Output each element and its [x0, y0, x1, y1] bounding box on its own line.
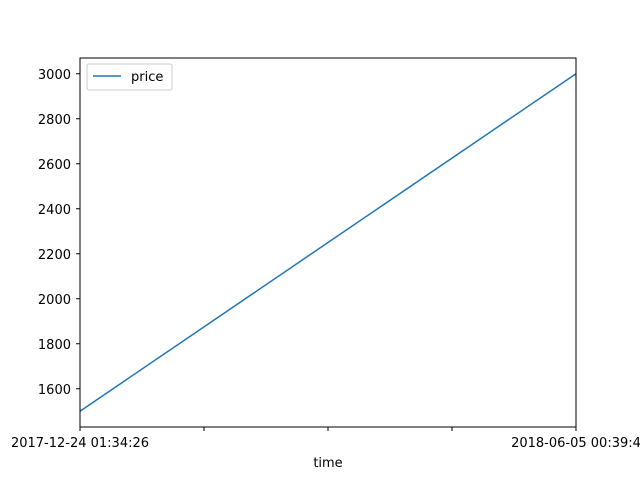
y-tick-label: 2800 [38, 113, 71, 128]
series-line-price [80, 74, 576, 412]
y-tick-label: 2200 [38, 248, 71, 263]
y-tick-label: 2400 [38, 203, 71, 218]
y-tick-label: 2000 [38, 293, 71, 308]
x-tick-label-first: 2017-12-24 01:34:26 [11, 436, 149, 451]
x-axis-label: time [313, 456, 342, 471]
y-tick-label: 1600 [38, 383, 71, 398]
x-tick-label-last: 2018-06-05 00:39:4 [511, 436, 640, 451]
y-tick-label: 1800 [38, 338, 71, 353]
y-tick-label: 2600 [38, 158, 71, 173]
y-axis-ticks: 1600 1800 2000 2200 2400 2600 2800 3000 [38, 68, 80, 398]
legend: price [87, 64, 172, 90]
series-layer [80, 74, 576, 412]
y-tick-label: 3000 [38, 68, 71, 83]
legend-label-price: price [131, 70, 163, 85]
x-axis-ticks [80, 427, 576, 431]
